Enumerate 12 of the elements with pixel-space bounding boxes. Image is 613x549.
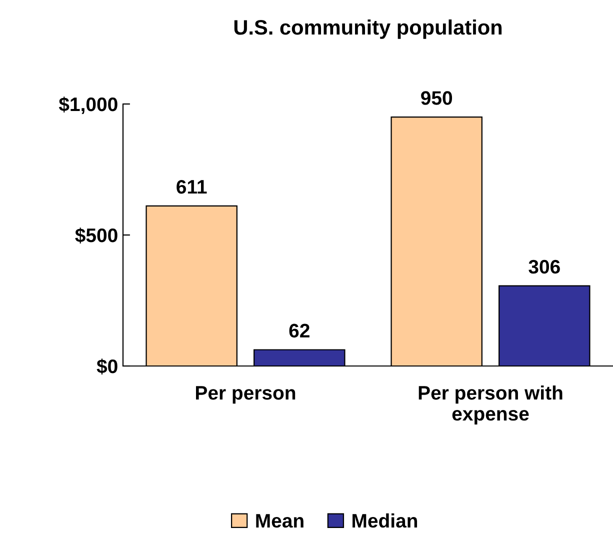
y-tick-label: $1,000 — [58, 96, 118, 114]
x-tick-label: Per person — [196, 386, 296, 404]
legend-label: Median — [352, 513, 418, 528]
y-tick-label: $0 — [96, 358, 118, 374]
y-tick-label: $500 — [75, 228, 118, 244]
data-label: 62 — [289, 324, 310, 338]
x-tick-label: Per person with expense — [418, 385, 562, 425]
chart-title: U.S. community population — [234, 19, 502, 39]
legend-label: Mean — [256, 514, 304, 528]
data-label: 611 — [176, 180, 207, 194]
data-label: 306 — [528, 260, 560, 274]
data-label: 950 — [421, 91, 452, 105]
